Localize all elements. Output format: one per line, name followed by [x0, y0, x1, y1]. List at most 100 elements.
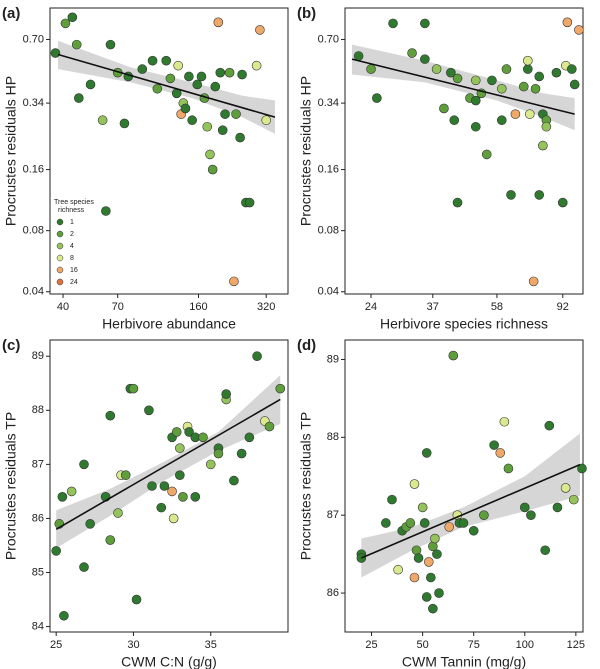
data-point — [452, 73, 463, 84]
y-tick-label: 87 — [32, 458, 44, 470]
data-point — [420, 18, 430, 29]
data-point — [523, 64, 533, 74]
data-point — [501, 64, 512, 74]
data-point — [496, 115, 507, 126]
data-point — [57, 492, 68, 502]
data-point — [444, 522, 454, 532]
data-point — [534, 71, 545, 82]
data-point — [128, 383, 139, 394]
data-point — [205, 149, 215, 160]
data-point — [119, 118, 130, 129]
data-point — [417, 502, 428, 513]
data-point — [538, 140, 548, 151]
data-point — [50, 48, 61, 58]
data-point — [366, 64, 376, 74]
data-point — [196, 71, 207, 82]
y-tick-label: 0.08 — [318, 225, 339, 237]
y-axis-label: Procrustes residuals TP — [298, 412, 314, 560]
legend-label: 2 — [70, 231, 74, 238]
data-point — [562, 17, 573, 28]
data-point — [544, 420, 555, 431]
data-point — [569, 79, 580, 90]
data-point — [217, 125, 228, 136]
data-point — [489, 440, 499, 450]
legend-swatch — [56, 278, 64, 286]
panel: 25 30 35 84 85 86 87 88 89 CWM C:N (g/g) Procruste… — [2, 337, 289, 669]
y-axis-label: Procrustes residuals TP — [3, 412, 19, 560]
data-point — [184, 71, 194, 82]
data-point — [202, 121, 213, 132]
data-point — [168, 513, 179, 524]
x-tick-label: 125 — [567, 639, 585, 651]
data-point — [503, 463, 514, 474]
data-point — [506, 190, 516, 200]
data-point — [167, 486, 177, 497]
data-point — [428, 603, 438, 614]
data-point — [510, 109, 521, 119]
data-point — [105, 410, 116, 421]
data-point — [137, 64, 148, 74]
y-tick-label: 89 — [327, 353, 339, 365]
data-point — [524, 109, 535, 119]
data-point — [147, 481, 157, 491]
data-point — [413, 553, 424, 563]
plot-area — [344, 7, 584, 295]
legend-label: 1 — [70, 219, 74, 226]
x-axis-label: CWM Tannin (mg/g) — [402, 654, 526, 669]
data-point — [518, 81, 529, 92]
legend-title: Tree species — [54, 199, 94, 206]
regression-line — [57, 53, 276, 118]
y-tick-label: 0.16 — [23, 163, 44, 175]
data-point — [165, 73, 176, 84]
data-point — [237, 69, 247, 80]
y-tick-label: 0.70 — [23, 33, 44, 45]
x-tick-label: 25 — [50, 639, 62, 651]
data-point — [446, 67, 456, 78]
data-point — [192, 79, 203, 90]
data-point — [468, 525, 479, 536]
panel-label: (c) — [2, 337, 20, 354]
x-tick-label: 320 — [257, 301, 275, 313]
data-point — [171, 427, 182, 437]
data-point — [264, 421, 275, 432]
data-point — [479, 510, 489, 521]
y-tick-label: 89 — [32, 350, 44, 362]
data-point — [519, 502, 530, 513]
confidence-band — [58, 40, 275, 134]
data-point — [229, 276, 239, 287]
data-point — [487, 75, 497, 86]
panel: 24 37 58 92 0.04 0.08 0.16 0.34 0.70 Herbivore sp… — [297, 5, 584, 332]
data-point — [577, 463, 587, 474]
data-point — [224, 67, 235, 78]
data-point — [105, 535, 116, 545]
panel-label: (a) — [2, 5, 20, 22]
data-point — [431, 64, 442, 74]
data-point — [156, 502, 167, 513]
data-point — [251, 60, 262, 71]
data-point — [528, 276, 539, 287]
data-point — [523, 55, 533, 66]
regression-line — [55, 398, 281, 530]
data-point — [496, 83, 507, 94]
regression-line — [351, 58, 575, 115]
data-point — [180, 103, 191, 114]
data-point — [113, 508, 123, 518]
data-point — [434, 588, 444, 598]
data-point — [551, 67, 562, 78]
data-point — [552, 502, 563, 513]
data-point — [448, 350, 459, 361]
data-point — [421, 592, 432, 602]
data-point — [449, 115, 460, 126]
legend-label: 8 — [70, 255, 74, 262]
data-point — [236, 448, 247, 459]
y-tick-label: 87 — [327, 509, 339, 521]
data-point — [213, 448, 224, 459]
data-point — [144, 405, 154, 416]
x-tick-label: 100 — [516, 639, 534, 651]
data-point — [420, 54, 430, 64]
data-point — [244, 197, 255, 208]
data-point — [60, 18, 71, 29]
data-point — [470, 95, 481, 106]
data-point — [161, 55, 172, 66]
